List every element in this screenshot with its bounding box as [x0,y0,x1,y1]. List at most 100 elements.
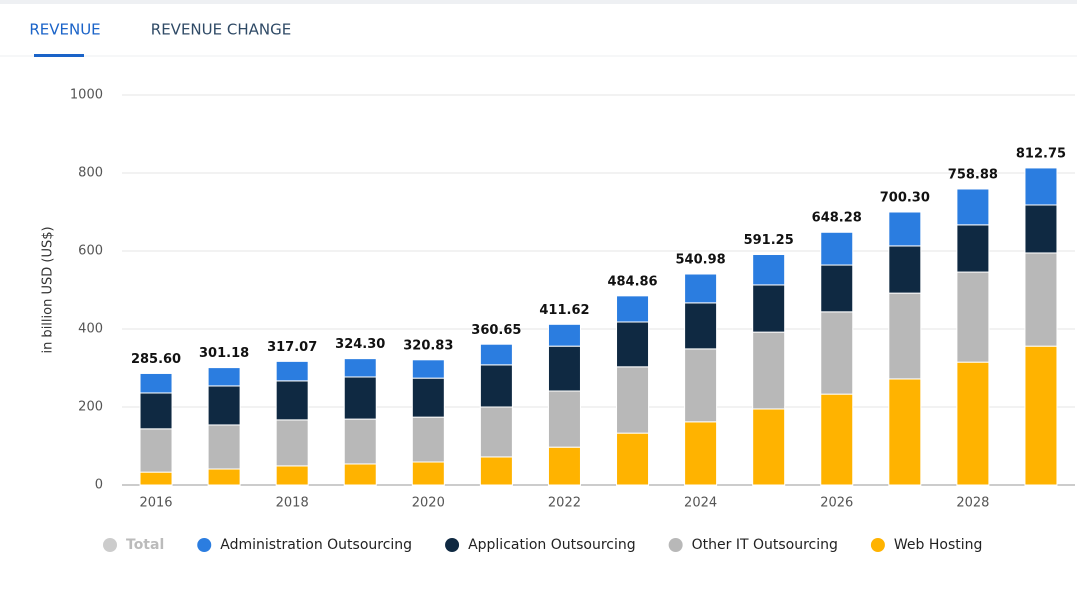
legend-label[interactable]: Other IT Outsourcing [692,537,838,553]
bar-segment [547,323,581,347]
bar-segment [1024,167,1058,206]
bar-segment [684,302,718,350]
bar-segment [547,345,581,392]
y-tick-label: 0 [95,478,103,493]
y-tick-label: 800 [78,166,103,181]
total-label: 301.18 [199,346,249,361]
x-tick-label: 2018 [276,496,309,511]
bar-segment [275,465,309,486]
bar-segment [479,406,513,458]
legend-label[interactable]: Application Outsourcing [468,537,636,553]
total-label: 324.30 [335,337,385,352]
bar-segment [275,380,309,421]
total-label: 540.98 [676,253,726,268]
bar-segment [684,421,718,486]
bar-segment [820,264,854,313]
legend-label[interactable]: Web Hosting [894,537,983,553]
total-label: 648.28 [812,211,862,226]
bar-segment [888,211,922,247]
bar-segment [820,393,854,486]
bar-segment [820,311,854,395]
legend-marker[interactable] [445,538,460,552]
total-label: 360.65 [471,323,521,338]
y-axis-label: in billion USD (US$) [41,226,56,353]
bar-segment [956,224,990,273]
bar-segment [547,390,581,448]
bar-segment [275,419,309,467]
bar-segment [616,432,650,486]
legend-label[interactable]: Administration Outsourcing [220,537,412,553]
legend-marker[interactable] [870,538,885,552]
bar-segment [139,372,173,394]
bar-segment [207,424,241,470]
bar-segment [411,461,445,486]
total-label: 700.30 [880,190,930,205]
y-tick-label: 400 [78,322,103,337]
bar-segment [411,377,445,418]
y-tick-label: 600 [78,244,103,259]
bar-segment [684,348,718,423]
legend-marker[interactable] [103,538,117,552]
bar-segment [820,231,854,266]
total-label: 411.62 [539,303,589,318]
bar-segment [1024,204,1058,254]
bar-segment [139,428,173,473]
bar-segment [888,245,922,294]
top-band [0,0,1077,4]
y-tick-label: 1000 [70,88,103,103]
x-tick-label: 2026 [820,496,853,511]
total-label: 320.83 [403,338,453,353]
total-label: 285.60 [131,352,181,367]
total-label: 758.88 [948,168,998,183]
bar-segment [479,364,513,408]
tab-underline [34,54,84,57]
bar-segment [343,418,377,465]
x-tick-label: 2024 [684,496,717,511]
x-tick-label: 2016 [139,496,172,511]
bar-segment [616,321,650,368]
tab-revenue-change[interactable]: REVENUE CHANGE [151,21,291,39]
bar-segment [616,295,650,323]
bar-segment [479,343,513,366]
bar-segment [275,360,309,382]
total-label: 484.86 [607,274,657,289]
bar-segment [752,284,786,333]
bar-segment [888,292,922,380]
y-tick-label: 200 [78,400,103,415]
bar-segment [1024,252,1058,347]
bar-segment [752,408,786,486]
legend-marker[interactable] [197,538,212,552]
bar-segment [207,367,241,387]
bar-segment [616,366,650,434]
bar-segment [343,358,377,378]
total-label: 317.07 [267,340,317,355]
bar-segment [139,392,173,430]
bar-segment [956,188,990,226]
bar-segment [956,271,990,363]
bar-segment [547,446,581,486]
bar-segment [752,331,786,410]
total-label: 812.75 [1016,147,1066,162]
bar-segment [207,468,241,486]
bar-segment [752,254,786,286]
x-tick-label: 2028 [956,496,989,511]
bar-segment [139,471,173,486]
bar-segment [207,385,241,426]
bar-segment [684,273,718,304]
bar-segment [888,378,922,486]
tab-revenue[interactable]: REVENUE [29,21,100,39]
bar-segment [411,359,445,379]
x-tick-label: 2022 [548,496,581,511]
legend-marker[interactable] [668,538,683,552]
bar-segment [343,376,377,420]
bar-segment [1024,345,1058,486]
bar-segment [479,456,513,486]
bar-segment [411,416,445,463]
bar-segment [343,463,377,486]
legend-label[interactable]: Total [126,537,164,553]
total-label: 591.25 [744,233,794,248]
x-tick-label: 2020 [412,496,445,511]
bar-segment [956,361,990,486]
